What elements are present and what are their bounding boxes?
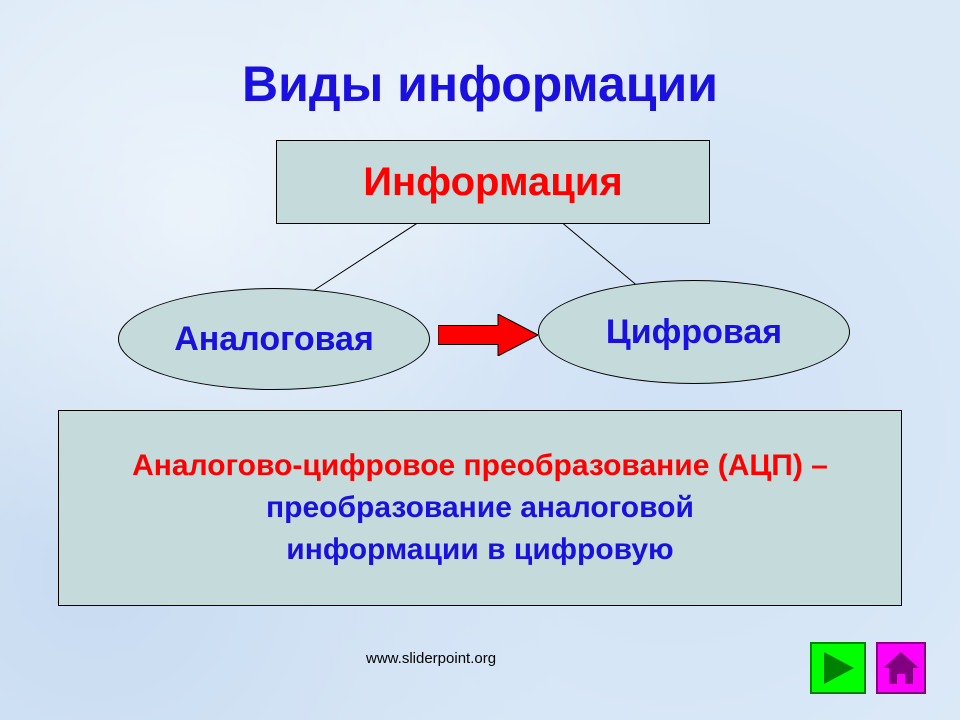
arrow-right-icon	[438, 314, 538, 356]
definition-line-3: информации в цифровую	[286, 529, 673, 571]
source-url: www.sliderpoint.org	[366, 650, 496, 667]
connector-line-left	[299, 221, 420, 300]
play-icon	[816, 648, 860, 688]
home-button[interactable]	[876, 642, 926, 694]
definition-box: Аналогово-цифровое преобразование (АЦП) …	[58, 410, 902, 606]
home-icon	[881, 647, 921, 689]
info-root-box: Информация	[276, 140, 710, 224]
conversion-arrow	[438, 314, 538, 356]
definition-line-2: преобразование аналоговой	[266, 487, 694, 529]
analog-label: Аналоговая	[174, 320, 374, 359]
definition-line-1: Аналогово-цифровое преобразование (АЦП) …	[132, 445, 828, 487]
digital-node: Цифровая	[538, 280, 850, 384]
analog-node: Аналоговая	[118, 288, 430, 390]
info-root-label: Информация	[363, 160, 623, 205]
digital-label: Цифровая	[606, 313, 782, 352]
next-slide-button[interactable]	[810, 642, 866, 694]
slide-title: Виды информации	[0, 55, 960, 113]
slide: Виды информации Информация Аналоговая Ци…	[0, 0, 960, 720]
